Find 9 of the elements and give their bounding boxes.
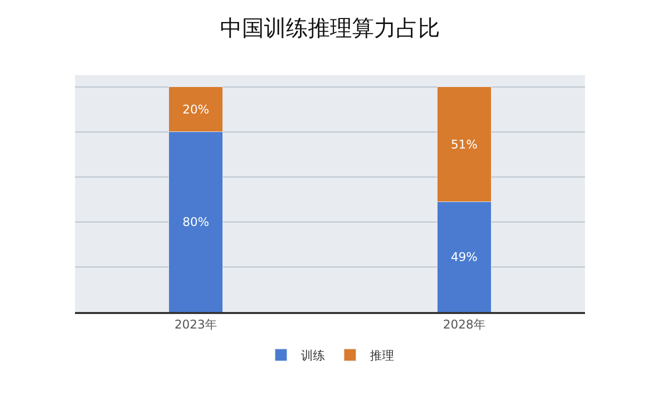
data-label: 51% (450, 137, 478, 152)
data-label: 20% (182, 102, 210, 116)
legend-label: 训练 (301, 348, 325, 363)
legend-label: 推理 (370, 348, 394, 363)
x-tick-label: 2028年 (442, 317, 486, 332)
data-label: 49% (450, 250, 478, 264)
chart-title: 中国训练推理算力占比 (220, 16, 440, 42)
data-label: 80% (182, 214, 210, 229)
x-tick-label: 2023年 (174, 317, 218, 332)
